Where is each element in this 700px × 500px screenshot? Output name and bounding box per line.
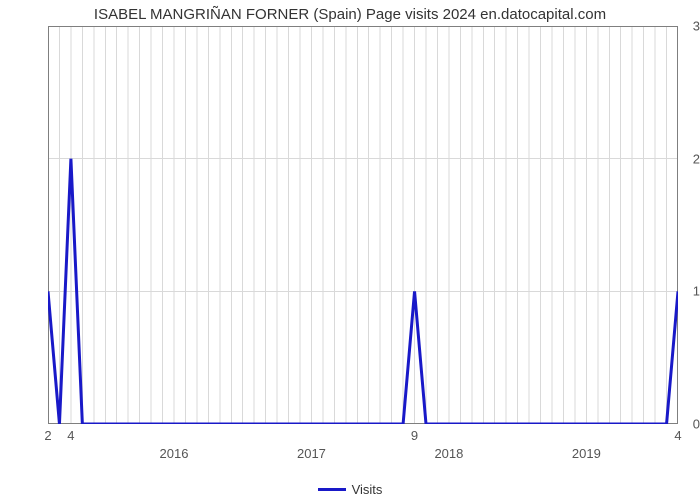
x-value-label: 4	[67, 428, 74, 443]
chart-title: ISABEL MANGRIÑAN FORNER (Spain) Page vis…	[0, 6, 700, 23]
x-value-label: 4	[674, 428, 681, 443]
y-tick-label: 3	[662, 19, 700, 34]
x-value-label: 9	[411, 428, 418, 443]
legend-label: Visits	[352, 482, 383, 497]
line-chart	[48, 26, 678, 424]
x-year-label: 2016	[160, 446, 189, 461]
x-year-label: 2019	[572, 446, 601, 461]
x-value-label: 2	[44, 428, 51, 443]
legend-swatch	[318, 488, 346, 491]
x-year-label: 2018	[434, 446, 463, 461]
y-tick-label: 1	[662, 284, 700, 299]
legend-item: Visits	[318, 482, 383, 497]
x-year-label: 2017	[297, 446, 326, 461]
y-tick-label: 2	[662, 151, 700, 166]
legend: Visits	[0, 478, 700, 497]
chart-container: ISABEL MANGRIÑAN FORNER (Spain) Page vis…	[0, 0, 700, 500]
